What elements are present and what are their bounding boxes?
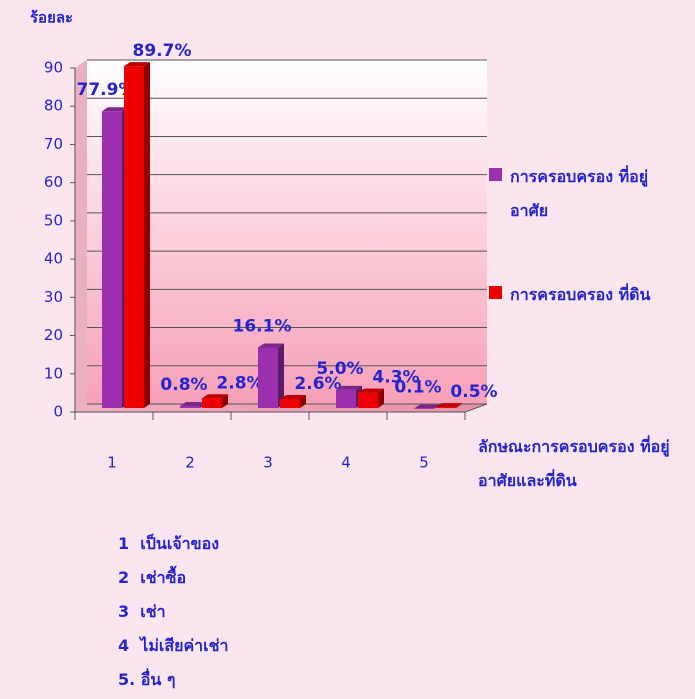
y-tick-label: 30 xyxy=(44,288,63,306)
x-tick-label: 5 xyxy=(419,454,429,472)
bar-top xyxy=(358,388,384,393)
bar-front xyxy=(280,399,300,408)
value-label: 16.1% xyxy=(233,316,292,336)
note: 1 เป็นเจ้าของ xyxy=(118,534,220,553)
bar-front xyxy=(258,347,278,408)
back-wall xyxy=(87,60,487,404)
side-wall xyxy=(75,60,87,412)
bar-top xyxy=(414,404,440,409)
bar xyxy=(414,404,440,409)
bar-top xyxy=(258,343,284,348)
y-tick-label: 60 xyxy=(44,173,63,191)
legend-label: การครอบครอง ที่อยู่อาศัย xyxy=(510,167,649,220)
note: 2 เช่าซื้อ xyxy=(118,568,187,587)
bar-side xyxy=(278,343,284,408)
bar-side xyxy=(222,394,228,408)
bar xyxy=(124,62,150,408)
bar-side xyxy=(378,388,384,408)
bar xyxy=(202,394,228,408)
note: 3 เช่า xyxy=(118,602,166,621)
legend-swatch xyxy=(489,286,502,299)
bar xyxy=(358,388,384,408)
bar-front xyxy=(102,111,122,408)
bar-front xyxy=(358,392,378,408)
legend-swatch xyxy=(489,168,502,181)
bar xyxy=(436,403,462,408)
bar-side xyxy=(456,403,462,408)
bar-top xyxy=(436,403,462,408)
value-label: 0.8% xyxy=(160,375,207,395)
y-tick-label: 10 xyxy=(44,364,63,382)
value-label: 0.1% xyxy=(394,378,441,398)
bar-top xyxy=(280,395,306,400)
bar-top xyxy=(102,107,128,112)
bar-top xyxy=(202,394,228,399)
bar-front xyxy=(180,405,200,408)
x-tick-label: 2 xyxy=(185,454,195,472)
bar-top xyxy=(124,62,150,67)
bar-front xyxy=(202,398,222,408)
value-label: 4.3% xyxy=(372,368,419,388)
y-tick-label: 90 xyxy=(44,59,63,77)
bar xyxy=(258,343,284,408)
x-axis-slant xyxy=(464,403,488,413)
legend-label: การครอบครอง ที่ดิน xyxy=(510,285,651,304)
value-label: 2.6% xyxy=(294,374,341,394)
notes: 1 เป็นเจ้าของ 2 เช่าซื้อ 3 เช่า 4 ไม่เสียค่… xyxy=(118,527,228,697)
value-label: 2.8% xyxy=(216,373,263,393)
bar-front xyxy=(336,389,356,408)
value-label: 89.7% xyxy=(133,41,192,61)
y-tick-label: 80 xyxy=(44,97,63,115)
bar-front xyxy=(124,66,144,408)
bar-front xyxy=(436,407,456,408)
value-label: 77.9% xyxy=(77,80,136,100)
x-tick-label: 1 xyxy=(107,454,117,472)
y-tick-label: 20 xyxy=(44,326,63,344)
bar xyxy=(280,395,306,408)
x-tick-label: 4 xyxy=(341,454,351,472)
note: 5. อื่น ๆ xyxy=(118,670,176,689)
bar-side xyxy=(300,395,306,408)
bar-top xyxy=(336,385,362,390)
y-tick-label: 50 xyxy=(44,211,63,229)
bar-top xyxy=(180,401,206,406)
y-tick-label: 70 xyxy=(44,135,63,153)
note: 4 ไม่เสียค่าเช่า xyxy=(118,636,229,655)
value-label: 5.0% xyxy=(316,359,363,379)
y-tick-label: 0 xyxy=(53,403,63,421)
x-axis-label: ลักษณะการครอบครอง ที่อยู่อาศัยและที่ดิน xyxy=(478,437,670,490)
y-tick-label: 40 xyxy=(44,250,63,268)
bar-side xyxy=(144,62,150,408)
value-label: 0.5% xyxy=(450,382,497,402)
x-tick-label: 3 xyxy=(263,454,273,472)
y-axis-label: ร้อยละ xyxy=(30,9,73,27)
